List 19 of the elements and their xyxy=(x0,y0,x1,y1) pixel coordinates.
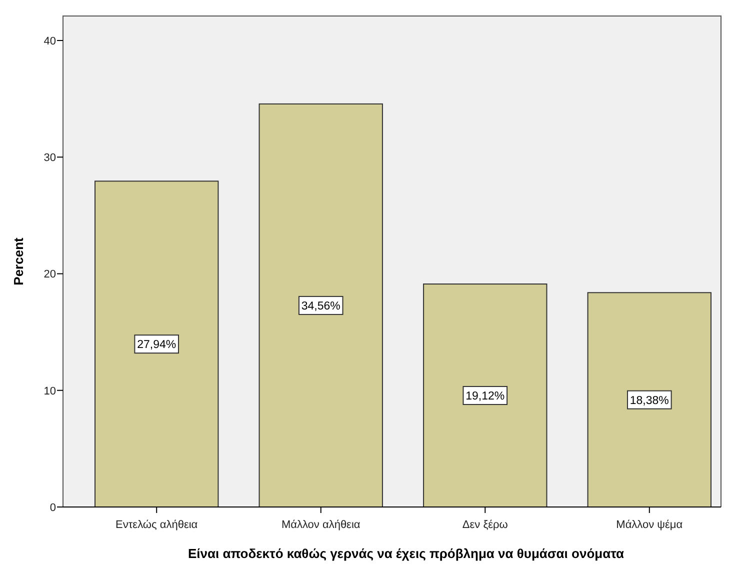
data-label: 18,38% xyxy=(630,394,669,407)
y-tick-label: 30 xyxy=(44,152,56,164)
y-tick-label: 40 xyxy=(44,35,56,48)
x-axis-title: Είναι αποδεκτό καθώς γερνάς να έχεις πρόβλημα να θυμάσαι ονόματα xyxy=(188,546,624,561)
data-label: 34,56% xyxy=(301,300,340,312)
bar xyxy=(258,103,383,508)
y-axis-title: Percent xyxy=(11,236,26,286)
x-tick-label: Δεν ξέρω xyxy=(462,519,508,531)
x-tick-label: Εντελώς αλήθεια xyxy=(116,519,198,531)
data-label: 19,12% xyxy=(466,390,505,403)
y-tick-label: 20 xyxy=(44,268,56,281)
data-label: 27,94% xyxy=(137,339,176,352)
x-tick-label: Μάλλον αλήθεια xyxy=(281,519,361,531)
x-tick-label: Μάλλον ψέμα xyxy=(616,519,684,531)
y-tick-label: 10 xyxy=(44,385,56,398)
bar xyxy=(587,292,712,508)
bar xyxy=(423,284,548,508)
y-tick-label: 0 xyxy=(50,502,56,514)
bar xyxy=(94,180,219,508)
